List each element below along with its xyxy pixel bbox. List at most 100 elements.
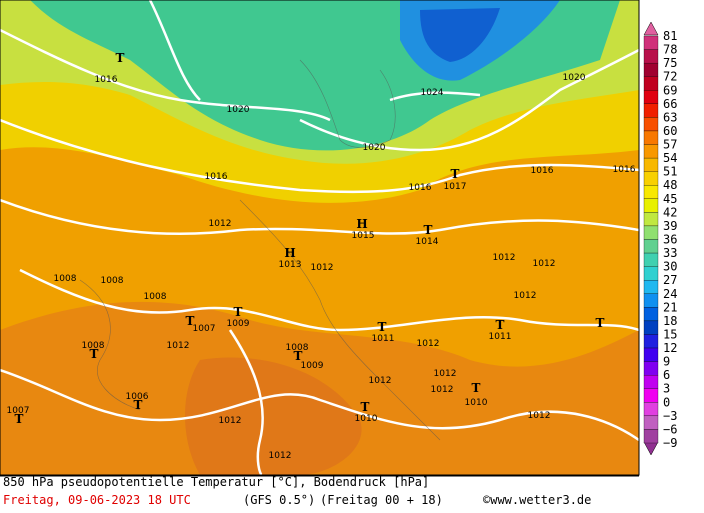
isobar-label: 1006 [126,392,149,402]
colorbar-label: 9 [663,355,670,369]
isobar [389,91,481,102]
colorbar-swatch [643,388,659,403]
colorbar-label: 81 [663,29,677,43]
colorbar-swatch [643,415,659,430]
colorbar-label: 57 [663,138,677,152]
isobar-label: 1007 [7,406,30,416]
isobar-label: 1013 [279,260,302,270]
colorbar-label: 48 [663,178,677,192]
isobar-label: 1012 [311,263,334,273]
isobar-label: 1007 [193,324,216,334]
deep-blue-area [420,8,500,62]
isobar-label: 1012 [417,339,440,349]
colorbar-label: 78 [663,43,677,57]
colorbar-label: 39 [663,219,677,233]
isobar-label: 1008 [101,276,124,286]
isobar [0,28,331,122]
colorbar-label: 45 [663,192,677,206]
map-frame [0,0,640,476]
colorbar-label: 63 [663,110,677,124]
isobar-label: 1010 [465,398,488,408]
colorbar-swatch [643,239,659,254]
footer-title: 850 hPa pseudopotentielle Temperatur [°C… [3,475,429,489]
isobar-label: 1015 [352,231,375,241]
colorbar-label: 66 [663,97,677,111]
isobar-label: 1009 [301,361,324,371]
isobar-label: 1017 [444,182,467,192]
isobar-label: 1012 [434,369,457,379]
colorbar-label: 51 [663,165,677,179]
coastline [79,279,141,411]
isobar-label: 1020 [363,143,386,153]
coastline [299,59,396,148]
pressure-center: T [116,51,125,65]
colorbar-swatch [643,293,659,308]
colorbar-swatch [643,320,659,335]
footer-run: (Freitag 00 + 18) [320,493,443,507]
isobar-label: 1014 [416,237,439,247]
colorbar-label: 24 [663,287,677,301]
pressure-center: T [294,349,303,363]
hot-area [185,357,362,475]
colorbar-swatch [643,35,659,50]
isobar-label: 1012 [493,253,516,263]
pressure-center: T [15,412,24,426]
isobar [228,329,264,477]
coastlines [79,59,441,441]
colorbar-swatch [643,171,659,186]
colorbar-label: 75 [663,56,677,70]
colorbar-swatch [643,212,659,227]
colorbar-label: 54 [663,151,677,165]
colorbar-swatch [643,280,659,294]
colorbar-swatch [643,266,659,281]
isobar-label: 1020 [563,73,586,83]
colorbar-swatch [643,185,659,199]
colorbar-swatch [643,402,659,417]
isobar-label: 1012 [431,385,454,395]
isobar-label: 1012 [167,341,190,351]
isobar-label: 1012 [219,416,242,426]
isobars [0,0,640,477]
isobar-label: 1011 [372,334,395,344]
isobar-label: 1012 [528,411,551,421]
colorbar-swatch [643,157,659,172]
coastline [239,199,441,441]
isobar-label: 1012 [514,291,537,301]
colorbar-label: 33 [663,246,677,260]
colorbar-label: 30 [663,260,677,274]
isobar-label: 1010 [355,414,378,424]
colorbar-swatch [643,361,659,376]
pressure-center: T [596,316,605,330]
isobar [0,118,640,194]
isobar-label: 1012 [269,451,292,461]
pressure-center: T [90,347,99,361]
isobar [148,0,201,101]
isobar-label: 1012 [369,376,392,386]
colorbar-swatch [643,62,659,77]
isobar-label: 1016 [531,166,554,176]
isobar-label: 1016 [205,172,228,182]
colorbar-label: 42 [663,205,677,219]
colorbar-top [643,21,659,36]
isobar [19,268,640,332]
colorbar-label: −6 [663,422,677,436]
colorbar-label: 72 [663,70,677,84]
colorbar-label: 0 [663,395,670,409]
isobar-label: 1020 [227,105,250,115]
colorbar-label: 3 [663,382,670,396]
isobar-label: 1024 [421,88,444,98]
isobar-label: 1012 [533,259,556,269]
colorbar-label: 36 [663,233,677,247]
colorbar-swatch [643,347,659,362]
isobar-label: 1009 [227,319,250,329]
pressure-center: T [186,314,195,328]
isobar [0,368,640,442]
colorbar-label: −9 [663,436,677,450]
colorbar-swatch [643,429,659,444]
isobar-label: 1012 [209,219,232,229]
colorbar-label: 27 [663,273,677,287]
colorbar-label: −3 [663,409,677,423]
colorbar-label: 6 [663,368,670,382]
colorbar-swatch [643,103,659,118]
